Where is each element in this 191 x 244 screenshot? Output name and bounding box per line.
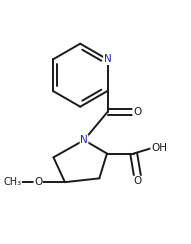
Text: CH₃: CH₃ xyxy=(3,177,21,187)
Text: N: N xyxy=(104,54,111,64)
Text: O: O xyxy=(34,177,42,187)
Text: O: O xyxy=(133,107,141,117)
Text: N: N xyxy=(80,135,88,145)
Text: O: O xyxy=(133,176,142,186)
Text: OH: OH xyxy=(151,143,167,153)
